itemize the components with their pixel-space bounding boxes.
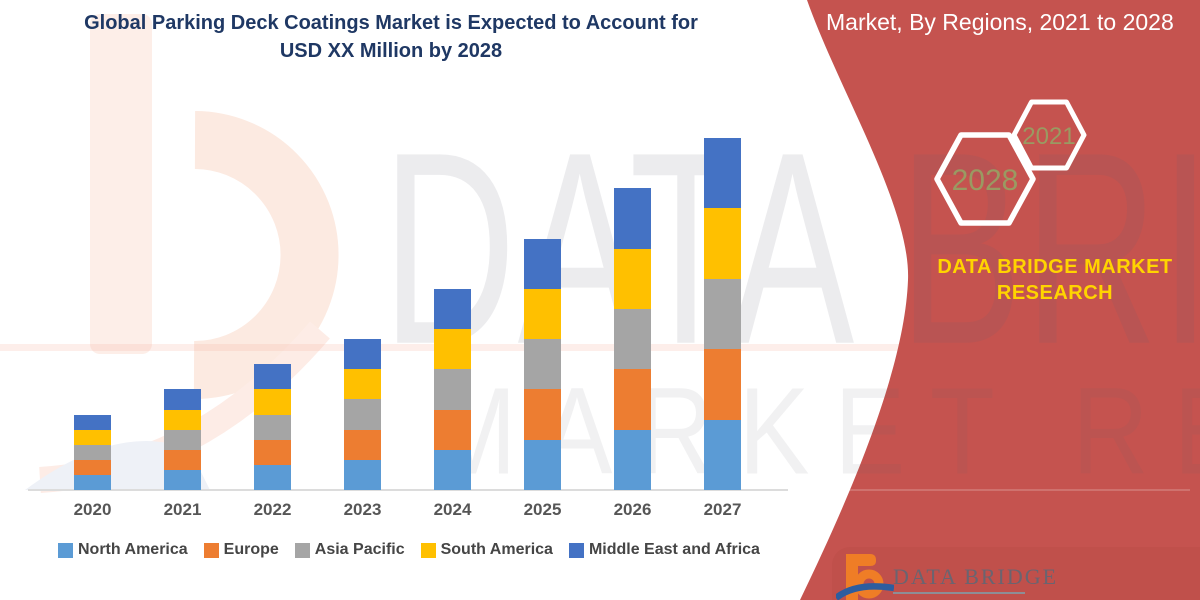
chart-legend: North America Europe Asia Pacific South Ame… xyxy=(58,541,760,559)
hexagon-2021-label: 2021 xyxy=(1022,123,1075,150)
hexagon-2021 xyxy=(1011,99,1087,171)
banner-subtitle: Market, By Regions, 2021 to 2028 xyxy=(826,9,1174,35)
chart-title-line2: USD XX Million by 2028 xyxy=(279,40,503,62)
legend-label: Asia Pacific xyxy=(314,541,405,558)
chart-title-line1: Global Parking Deck Coatings Market is E… xyxy=(84,12,698,34)
legend-item-europe: Europe xyxy=(203,541,279,559)
legend-item-south-america: South America xyxy=(420,541,553,559)
red-band-shape xyxy=(800,0,1200,600)
hexagon-2028-label: 2028 xyxy=(952,164,1019,197)
legend-label: North America xyxy=(78,541,188,558)
side-brand-line1: DATA BRIDGE MARKET xyxy=(937,256,1173,278)
legend-label: Europe xyxy=(223,541,279,558)
footer-brand-subtitle: MARKET RESEARCH xyxy=(893,597,1085,600)
legend-item-middle-east-and-africa: Middle East and Africa xyxy=(568,541,760,559)
legend-swatch-south-america xyxy=(420,542,436,558)
legend-swatch-north-america xyxy=(58,542,73,558)
footer-brand-underline xyxy=(893,592,1025,594)
x-axis-line-extension xyxy=(788,489,1190,491)
footer-databridge-logo-icon xyxy=(836,554,894,600)
side-brand-line2: RESEARCH xyxy=(996,282,1114,304)
footer-logo-swoosh xyxy=(836,583,894,600)
footer-brand-name: DATA BRIDGE xyxy=(893,564,1059,589)
bg-logo-blue-wedge xyxy=(25,441,210,490)
legend-label: Middle East and Africa xyxy=(588,541,760,558)
x-axis-line xyxy=(28,489,788,491)
legend-swatch-asia-pacific xyxy=(294,542,310,558)
legend-item-north-america: North America xyxy=(58,541,188,559)
chart-title: Global Parking Deck Coatings Market is E… xyxy=(30,9,752,65)
legend-swatch-middle-east-and-africa xyxy=(568,542,584,558)
legend-swatch-europe xyxy=(203,542,219,558)
year-hexagons: 2021 2028 xyxy=(934,99,1087,226)
hexagon-2028 xyxy=(934,132,1036,226)
bg-logo-stem xyxy=(90,14,152,354)
bg-logo-bowl xyxy=(193,111,339,400)
side-brand-text: DATA BRIDGE MARKET RESEARCH xyxy=(930,254,1180,306)
legend-label: South America xyxy=(440,541,553,558)
legend-item-asia-pacific: Asia Pacific xyxy=(294,541,405,559)
